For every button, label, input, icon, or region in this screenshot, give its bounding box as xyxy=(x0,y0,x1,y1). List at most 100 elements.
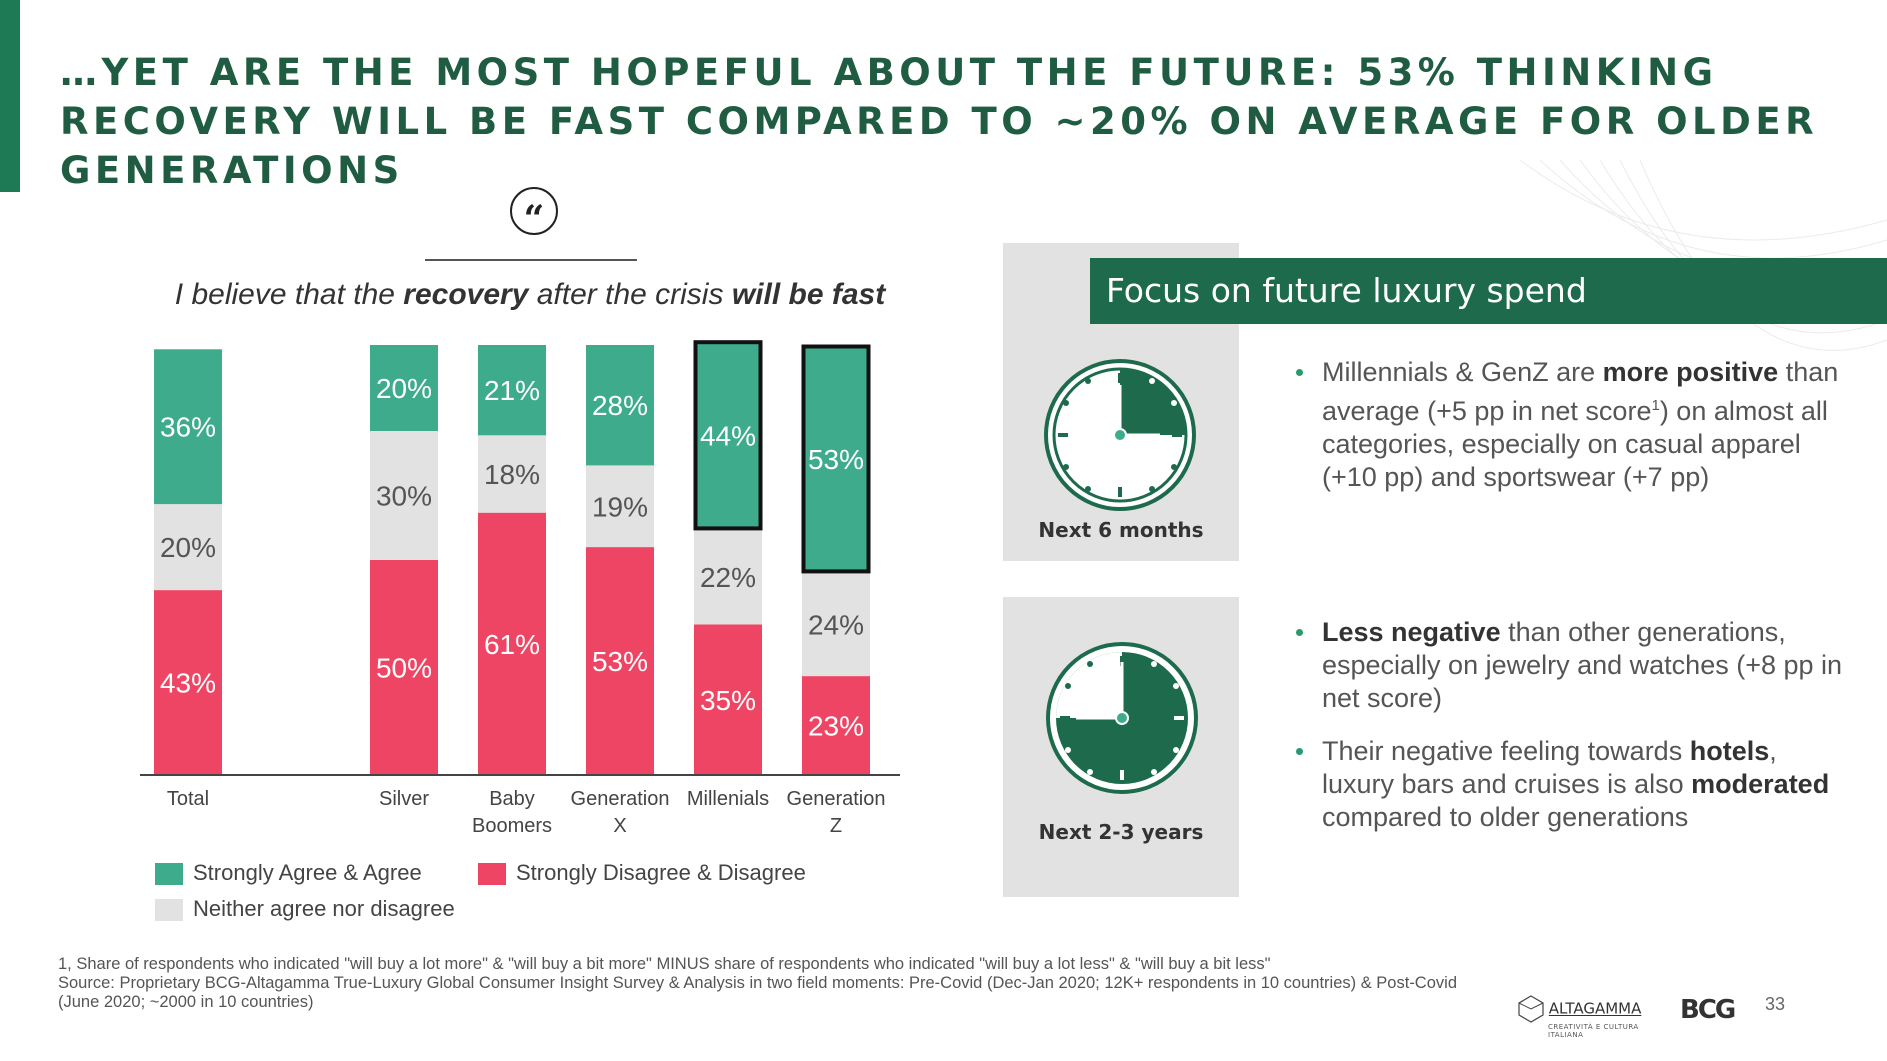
bar-highlight-outline xyxy=(693,340,763,531)
legend-label-neither: Neither agree nor disagree xyxy=(193,896,455,921)
legend-label-agree: Strongly Agree & Agree xyxy=(193,860,422,885)
bar-agree xyxy=(586,345,654,466)
clock-9-oclock-icon xyxy=(1046,642,1198,794)
category-label: Boomers xyxy=(472,815,552,837)
bar-neither xyxy=(478,435,546,513)
legend-swatch-neither xyxy=(155,899,183,922)
altagamma-gem-icon xyxy=(1518,995,1544,1023)
bar-disagree xyxy=(370,560,438,775)
bullet2-bold: Less negative xyxy=(1322,617,1501,647)
quote-icon: “ xyxy=(510,187,558,240)
data-label: 53% xyxy=(592,646,648,677)
question-part1: I believe that the xyxy=(174,278,404,311)
clock2-label: Next 2-3 years xyxy=(1038,820,1204,844)
page-number: 33 xyxy=(1765,994,1786,1014)
bullet-item: Millennials & GenZ are more positive tha… xyxy=(1292,356,1852,494)
data-label: 44% xyxy=(700,420,756,451)
altagamma-logo: ALTAGAMMA CREATIVITÀ E CULTURA ITALIANA xyxy=(1518,995,1658,1039)
question-part2: after the crisis xyxy=(528,278,732,311)
data-label: 53% xyxy=(808,444,864,475)
legend-swatch-agree xyxy=(155,863,183,886)
accent-bar xyxy=(0,0,20,192)
legend-agree: Strongly Agree & Agree xyxy=(155,860,422,886)
altagamma-tagline: CREATIVITÀ E CULTURA ITALIANA xyxy=(1548,1023,1639,1039)
data-label: 18% xyxy=(484,459,540,490)
altagamma-wordmark: ALTAGAMMA xyxy=(1548,999,1642,1018)
category-label: Silver xyxy=(379,788,429,810)
data-label: 23% xyxy=(808,711,864,742)
footnote-line1: 1, Share of respondents who indicated "w… xyxy=(58,955,1271,973)
bar-agree xyxy=(694,340,762,530)
bullet-dot-icon xyxy=(1296,369,1303,376)
bullet2-post: than other generations, especially on je… xyxy=(1322,617,1843,713)
bullet1-end: ) on almost all categories, especially o… xyxy=(1322,396,1828,492)
legend-disagree: Strongly Disagree & Disagree xyxy=(478,860,806,886)
bar-highlight-outline xyxy=(801,344,871,574)
bar-neither xyxy=(370,431,438,560)
footnote: 1, Share of respondents who indicated "w… xyxy=(58,955,1478,1012)
bullet-item: Their negative feeling towards hotels, l… xyxy=(1292,735,1852,834)
bar-neither xyxy=(694,529,762,625)
data-label: 20% xyxy=(376,373,432,404)
page-title: …YET ARE THE MOST HOPEFUL ABOUT THE FUTU… xyxy=(60,51,1819,192)
bar-disagree xyxy=(478,512,546,775)
bar-neither xyxy=(802,572,870,677)
data-label: 35% xyxy=(700,685,756,716)
bullet3-pre: Their negative feeling towards xyxy=(1322,736,1690,766)
bullet1-pre: Millennials & GenZ are xyxy=(1322,357,1603,387)
bullet1-bold: more positive xyxy=(1602,357,1779,387)
bullet-dot-icon xyxy=(1296,629,1303,636)
data-label: 28% xyxy=(592,390,648,421)
bar-disagree xyxy=(694,624,762,775)
data-label: 36% xyxy=(160,412,216,443)
category-label: Total xyxy=(167,788,209,810)
bar-neither xyxy=(586,465,654,548)
quote-divider xyxy=(425,259,637,261)
legend-neither: Neither agree nor disagree xyxy=(155,896,455,922)
bar-neither xyxy=(154,504,222,591)
data-label: 50% xyxy=(376,653,432,684)
bullet3-mid: , luxury bars and cruises is also xyxy=(1322,736,1777,799)
bullet1-sup: 1 xyxy=(1651,397,1660,414)
legend-swatch-disagree xyxy=(478,863,506,886)
bullet-list-top: Millennials & GenZ are more positive tha… xyxy=(1292,356,1852,514)
survey-question: I believe that the recovery after the cr… xyxy=(70,278,990,312)
question-bold2: will be fast xyxy=(731,278,886,311)
bullet-list-bottom: Less negative than other generations, es… xyxy=(1292,616,1852,854)
category-label: Baby xyxy=(489,788,535,810)
data-label: 24% xyxy=(808,610,864,641)
category-label: Generation xyxy=(787,788,886,810)
bar-disagree xyxy=(802,676,870,775)
bar-agree xyxy=(802,345,870,573)
clock1-label: Next 6 months xyxy=(1038,518,1204,542)
bullet3-post: compared to older generations xyxy=(1322,802,1689,832)
bullet1-post: than average (+5 pp in net score xyxy=(1322,357,1839,426)
bar-agree xyxy=(370,345,438,431)
data-label: 30% xyxy=(376,481,432,512)
bar-agree xyxy=(154,349,222,505)
bar-disagree xyxy=(586,547,654,775)
bullet-item: Less negative than other generations, es… xyxy=(1292,616,1852,715)
stacked-bar-chart: 43% 20% 36% Total 50% 30% 20% Silver 61% 18% 21% Ba… xyxy=(140,340,900,837)
bullet-dot-icon xyxy=(1296,748,1303,755)
data-label: 19% xyxy=(592,491,648,522)
category-label: Z xyxy=(830,815,842,837)
bcg-logo: BCG xyxy=(1680,995,1736,1025)
bar-agree xyxy=(478,345,546,436)
focus-header: Focus on future luxury spend xyxy=(1090,258,1887,324)
data-label: 61% xyxy=(484,629,540,660)
data-label: 22% xyxy=(700,562,756,593)
data-label: 20% xyxy=(160,532,216,563)
bar-disagree xyxy=(154,590,222,775)
footnote-source: Source: Proprietary BCG-Altagamma True-L… xyxy=(58,974,1457,1011)
data-label: 43% xyxy=(160,668,216,699)
category-label: X xyxy=(613,815,626,837)
clock-3-oclock-icon xyxy=(1044,359,1196,511)
bullet3-bold1: hotels xyxy=(1689,736,1770,766)
category-label: Millenials xyxy=(687,788,769,810)
data-label: 21% xyxy=(484,375,540,406)
bullet3-bold2: moderated xyxy=(1691,769,1830,799)
question-bold1: recovery xyxy=(403,278,529,311)
category-label: Generation xyxy=(571,788,670,810)
legend-label-disagree: Strongly Disagree & Disagree xyxy=(516,860,806,885)
